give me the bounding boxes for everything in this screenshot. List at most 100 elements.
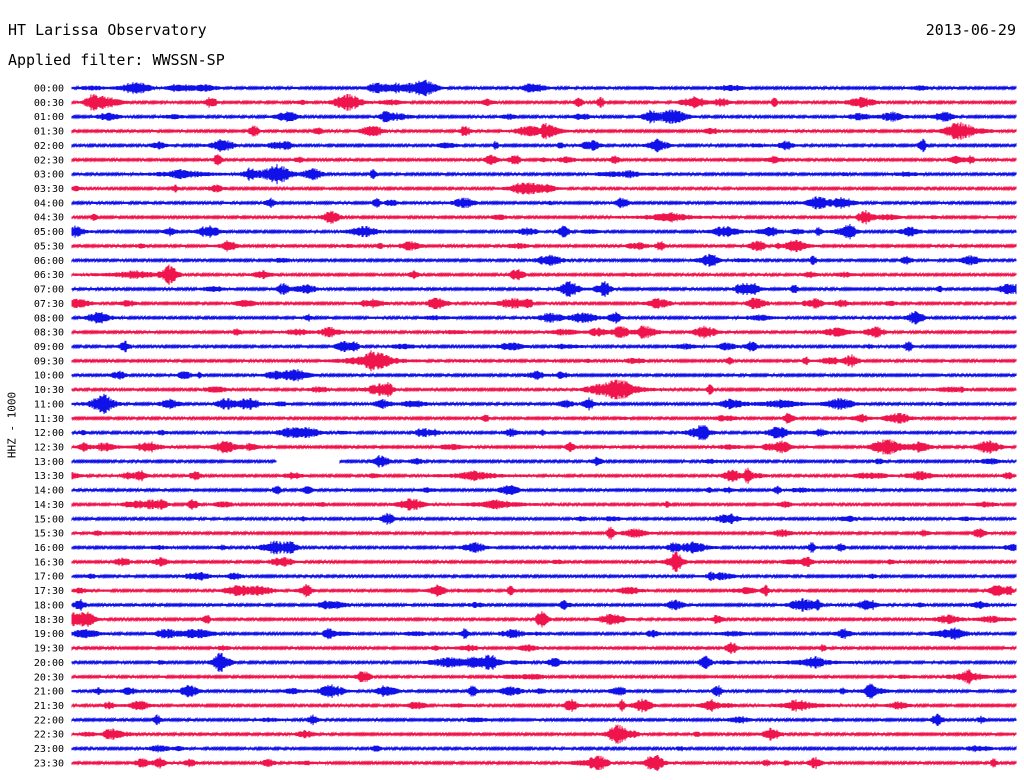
seismic-trace-row [71,425,1017,441]
seismic-trace-row [71,154,1017,166]
seismic-trace-row [71,369,1017,382]
seismic-trace-row [71,122,1017,140]
time-tick-label: 15:30 [34,529,64,540]
time-tick-label: 03:00 [34,170,64,181]
station-title: HT Larissa Observatory [8,21,207,39]
seismic-trace-row [71,551,1017,573]
seismic-trace-row [71,526,1017,540]
date-label: 2013-06-29 [925,21,1016,39]
seismic-trace-row [71,485,1017,496]
time-tick-label: 03:30 [34,184,64,195]
time-tick-label: 12:00 [34,428,64,439]
time-tick-label: 08:30 [34,328,64,339]
seismic-trace-row [71,223,1017,240]
seismic-trace-row [71,642,1017,655]
seismic-trace-row [71,264,1017,285]
time-tick-label: 04:30 [34,213,64,224]
seismic-trace-row [71,297,1017,310]
seismic-trace-row [71,164,1017,185]
time-tick-label: 19:30 [34,644,64,655]
seismic-trace-row [71,467,1017,484]
time-tick-label: 04:00 [34,198,64,209]
time-tick-label: 18:00 [34,600,64,611]
time-tick-label: 07:00 [34,285,64,296]
seismic-trace-row [71,239,1017,253]
time-tick-label: 02:00 [34,141,64,152]
time-tick-label: 16:30 [34,557,64,568]
seismic-trace-row [71,138,1017,153]
time-tick-label: 01:30 [34,127,64,138]
seismic-trace-row [71,182,1017,195]
seismic-trace-row [71,93,1017,111]
time-tick-label: 23:00 [34,744,64,755]
time-tick-label: 09:00 [34,342,64,353]
seismic-trace-row [71,583,1017,598]
time-tick-label: 16:00 [34,543,64,554]
seismic-trace-row [71,698,1017,713]
filter-label: Applied filter: WWSSN-SP [8,51,225,69]
seismic-trace-row [71,281,1017,298]
time-tick-label: 07:30 [34,299,64,310]
seismic-trace-row [71,724,1017,744]
seismic-trace-row [71,713,1017,726]
time-tick-label: 08:00 [34,313,64,324]
time-tick-label: 21:30 [34,701,64,712]
time-tick-label: 11:00 [34,399,64,410]
seismic-trace-row [71,210,1017,225]
time-tick-label: 20:30 [34,672,64,683]
seismic-trace-row [71,109,1017,124]
time-tick-label: 12:30 [34,443,64,454]
time-tick-label: 19:00 [34,629,64,640]
time-tick-label: 14:30 [34,500,64,511]
time-tick-label: 05:30 [34,241,64,252]
seismic-trace-row [71,744,1017,753]
time-tick-label: 00:00 [34,84,64,95]
seismic-trace-row [71,669,1017,685]
seismic-trace-row [71,196,1017,210]
seismic-trace-row [71,652,1017,672]
seismic-trace-row [71,412,1017,424]
time-tick-label: 21:00 [34,687,64,698]
time-tick-label: 13:00 [34,457,64,468]
time-tick-label: 14:00 [34,486,64,497]
time-tick-label: 09:30 [34,356,64,367]
time-tick-label: 10:30 [34,385,64,396]
seismic-trace-row [71,512,1017,525]
seismic-trace-row [71,540,1017,555]
time-tick-label: 01:00 [34,112,64,123]
time-tick-label: 00:30 [34,98,64,109]
seismic-trace-row [71,754,1017,771]
seismic-trace-row [71,439,1017,455]
seismic-trace-row [71,350,1017,372]
seismic-trace-row [71,253,1017,267]
time-tick-label: 22:30 [34,730,64,741]
time-tick-label: 18:30 [34,615,64,626]
time-tick-label: 20:00 [34,658,64,669]
seismic-trace-row [71,571,1017,582]
time-tick-label: 06:00 [34,256,64,267]
seismic-trace-row [71,393,1017,415]
seismic-trace-row [71,79,1017,97]
time-tick-label: 02:30 [34,155,64,166]
time-tick-label: 17:30 [34,586,64,597]
seismic-trace-row [71,627,1017,640]
time-tick-label: 11:30 [34,414,64,425]
time-tick-label: 06:30 [34,270,64,281]
seismic-trace-row [71,379,1017,400]
seismic-trace-row [71,598,1017,612]
seismic-trace-row [71,340,1017,353]
seismic-trace-row [71,611,1017,628]
seismic-trace-row [71,325,1017,339]
time-tick-label: 05:00 [34,227,64,238]
seismic-trace-row [71,498,1017,511]
time-tick-label: 23:30 [34,758,64,769]
time-tick-label: 22:00 [34,715,64,726]
time-tick-label: 10:00 [34,371,64,382]
time-tick-label: 13:30 [34,471,64,482]
seismic-trace-row [71,455,1017,468]
seismic-trace-row [71,311,1017,325]
time-tick-label: 17:00 [34,572,64,583]
seismic-trace-row [71,683,1017,699]
time-tick-label: 15:00 [34,514,64,525]
